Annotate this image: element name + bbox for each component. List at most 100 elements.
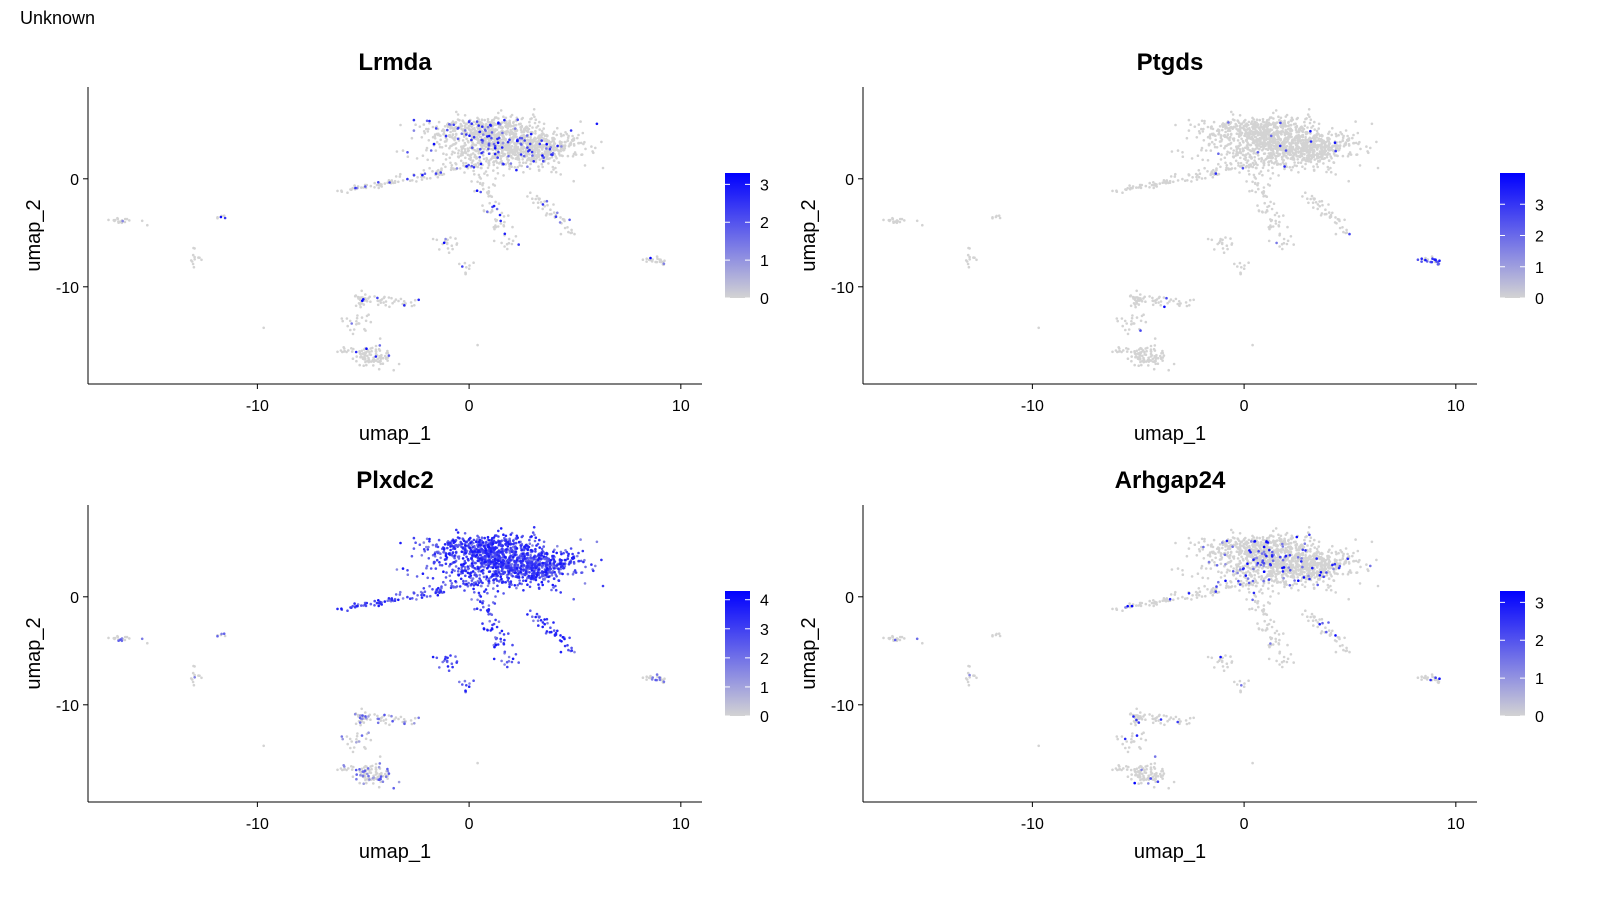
data-point [1135, 186, 1138, 189]
data-point [511, 643, 514, 647]
data-point [350, 740, 354, 743]
data-point [888, 219, 891, 223]
data-point [1245, 180, 1248, 183]
data-point [1308, 115, 1311, 119]
data-point [369, 320, 373, 324]
data-point [1317, 137, 1321, 140]
data-point [559, 132, 563, 136]
data-point [478, 135, 482, 139]
data-point [345, 735, 349, 738]
data-point [514, 150, 517, 154]
data-point [1247, 169, 1250, 173]
data-point [470, 146, 474, 149]
data-point [1224, 130, 1227, 134]
data-point [503, 220, 506, 224]
data-point [505, 144, 508, 148]
data-point [508, 148, 512, 152]
data-point [1323, 146, 1326, 149]
data-point [387, 772, 391, 775]
data-point [552, 211, 556, 214]
data-point [641, 258, 645, 262]
data-point [1247, 166, 1251, 169]
data-point [469, 146, 472, 149]
data-point [519, 128, 523, 132]
data-point [438, 145, 442, 149]
data-point [1356, 131, 1360, 135]
data-point [484, 141, 488, 144]
data-point [511, 225, 514, 229]
data-point [500, 146, 504, 149]
data-point [1262, 161, 1265, 165]
data-point [485, 160, 488, 163]
data-point [464, 574, 467, 578]
data-point [543, 204, 546, 208]
data-point [516, 563, 520, 567]
data-point [1192, 298, 1195, 302]
data-point [472, 163, 476, 167]
data-point [481, 572, 485, 575]
data-point [1375, 140, 1378, 144]
panel-title: Plxdc2 [356, 467, 433, 494]
data-point [382, 719, 385, 722]
data-point [1306, 197, 1309, 200]
data-point [1253, 181, 1257, 185]
data-point [352, 746, 356, 749]
data-point [1259, 170, 1263, 173]
data-point [569, 547, 573, 550]
data-point [1251, 161, 1255, 165]
data-point [445, 571, 448, 574]
data-point [1344, 129, 1348, 132]
data-point [1256, 204, 1259, 207]
data-point [409, 301, 413, 304]
data-point [522, 154, 526, 158]
data-point [383, 182, 387, 185]
data-point [1338, 140, 1342, 144]
data-point [470, 164, 474, 168]
data-point [1248, 173, 1251, 176]
data-point [473, 607, 476, 611]
data-point [193, 665, 196, 668]
data-point [547, 580, 550, 583]
data-point [1143, 295, 1146, 299]
data-point [569, 231, 572, 235]
data-point [516, 583, 519, 587]
data-point [447, 251, 451, 254]
data-point [440, 585, 443, 588]
data-point [495, 116, 498, 119]
data-point [1161, 349, 1164, 353]
data-point [494, 177, 497, 180]
data-point [359, 773, 362, 777]
data-point [374, 773, 378, 776]
data-point [483, 128, 487, 132]
data-point [429, 567, 433, 570]
data-point [522, 128, 526, 131]
data-point [515, 129, 519, 132]
data-point [558, 140, 562, 143]
data-point [362, 303, 366, 306]
data-point [192, 265, 196, 269]
data-point [427, 545, 430, 549]
data-point [1302, 150, 1305, 153]
data-point [431, 170, 434, 173]
data-point [1254, 177, 1258, 180]
data-point [1196, 154, 1200, 157]
data-point [1430, 260, 1434, 264]
data-point [1172, 362, 1176, 366]
data-point [481, 146, 484, 150]
data-point [572, 142, 576, 146]
point-cloud [107, 526, 666, 790]
data-point [1200, 119, 1204, 123]
data-point [446, 247, 450, 250]
data-point [372, 782, 375, 785]
data-point [1318, 200, 1321, 203]
data-point [497, 202, 501, 205]
data-point [480, 536, 484, 539]
data-point [560, 145, 563, 148]
data-point [535, 155, 539, 159]
data-point [1253, 130, 1257, 134]
data-point [415, 157, 419, 160]
data-point [1346, 155, 1350, 158]
data-point [1217, 129, 1221, 132]
data-point [1190, 180, 1193, 183]
data-point [475, 189, 479, 192]
